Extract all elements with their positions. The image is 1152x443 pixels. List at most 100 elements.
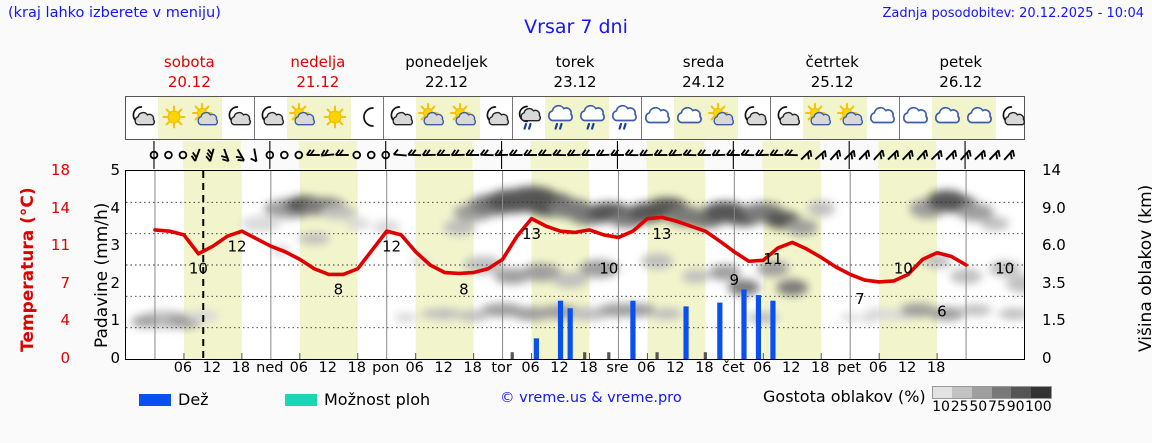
moon-cloud-icon (996, 97, 1028, 139)
meteogram-plot: 101281281310139117106105 (125, 170, 1025, 360)
cloud-rain-icon (609, 97, 641, 139)
cloud-density-tick: 50 (969, 399, 988, 415)
day-tick-label: sre (606, 360, 629, 376)
location-menu-note: (kraj lahko izberete v meniju) (8, 5, 221, 21)
cloud-density-tick: 90 (1006, 399, 1025, 415)
icon-day-1 (255, 97, 384, 139)
day-tick-label: čet (722, 360, 745, 376)
time-tick-label: 12 (666, 360, 685, 376)
day-date: 21.12 (296, 73, 340, 91)
day-column-6: petek 26.12 (896, 52, 1025, 94)
time-tick-label: 12 (897, 360, 917, 376)
axis-tick: 11 (50, 236, 70, 255)
cloud-icon (642, 97, 674, 139)
axis-tick: 2 (110, 273, 120, 292)
axis-tick: 14 (1042, 161, 1062, 179)
time-tick-label: 12 (318, 360, 337, 376)
time-tick-label: 06 (289, 360, 309, 376)
showers-swatch (285, 393, 317, 406)
temperature-point-label: 10 (599, 260, 618, 278)
sun-cloud-icon (416, 97, 448, 139)
axis-tick: 0 (1042, 349, 1052, 367)
day-column-4: sreda 24.12 (639, 52, 768, 94)
axis-tick: 4 (60, 311, 70, 330)
meteogram-svg: 101281281310139117106105 (126, 171, 1024, 359)
day-column-0: sobota 20.12 (125, 52, 254, 94)
moon-cloud-icon (384, 97, 416, 139)
time-tick-label: 06 (637, 360, 656, 376)
axis-tick: 4 (110, 198, 120, 217)
time-tick-label: 12 (434, 360, 453, 376)
cloud-icon (964, 97, 996, 139)
copyright-link[interactable]: © vreme.us & vreme.pro (500, 390, 682, 406)
cloud-rain-icon (545, 97, 577, 139)
cloud-height-axis-title: Višina oblakov (km) (1136, 184, 1152, 352)
wind-barbs-svg (149, 141, 1016, 169)
day-date: 25.12 (810, 73, 854, 91)
day-tick-label: pon (372, 360, 400, 376)
time-tick-label: 06 (868, 360, 888, 376)
weather-icon-strip (125, 96, 1028, 140)
day-column-3: torek 23.12 (511, 52, 640, 94)
temperature-point-label: 13 (522, 225, 541, 243)
sun-cloud-icon (706, 97, 738, 139)
moon-cloud-icon (480, 97, 512, 139)
legend-item-showers: Možnost ploh (285, 390, 430, 409)
day-tick-label: tor (491, 360, 512, 376)
cloud-density-tick: 25 (950, 399, 969, 415)
moon-cloud-icon (771, 97, 803, 139)
axis-tick: 5 (110, 161, 120, 179)
icon-day-6 (900, 97, 1028, 139)
axis-tick: 9.0 (1042, 198, 1066, 217)
time-tick-label: 06 (521, 360, 540, 376)
moon-cloud-icon (222, 97, 254, 139)
precipitation-axis-ticks: 5 4 3 2 1 0 (98, 161, 120, 367)
day-column-1: nedelja 21.12 (254, 52, 383, 94)
day-column-2: ponedeljek 22.12 (382, 52, 511, 94)
cloud-density-ramp-bar (931, 386, 1052, 399)
day-name: nedelja (290, 53, 346, 71)
time-tick-label: 18 (463, 360, 482, 376)
time-tick-label: 12 (202, 360, 222, 376)
temperature-point-label: 13 (652, 225, 671, 243)
day-date: 20.12 (167, 73, 211, 91)
cloud-icon (867, 97, 899, 139)
cloud-icon (674, 97, 706, 139)
time-tick-label: 06 (753, 360, 772, 376)
cloud-density-tick: 10 (932, 399, 950, 415)
sun-icon (158, 97, 190, 139)
cloud-density-swatch (972, 387, 992, 398)
moon-cloud-rain-icon (513, 97, 545, 139)
sun-cloud-icon (448, 97, 480, 139)
moon-cloud-icon (255, 97, 287, 139)
cloud-height-axis-ticks: 14 9.0 6.0 3.5 1.5 0 (1030, 161, 1072, 367)
temperature-point-label: 10 (189, 260, 208, 278)
last-update-text: Zadnja posodobitev: 20.12.2025 - 10:04 (882, 6, 1144, 21)
cloud-density-ramp-numbers: 10 25 50 75 90 100 (932, 399, 1052, 415)
day-name: četrtek (805, 53, 859, 71)
temperature-point-label: 12 (227, 238, 246, 256)
cloud-density-swatch (1031, 387, 1051, 398)
cloud-density-swatch (1011, 387, 1032, 398)
sun-cloud-icon (190, 97, 222, 139)
time-tick-label: 06 (405, 360, 424, 376)
cloud-density-ramp: 10 25 50 75 90 100 (931, 386, 1052, 415)
time-tick-label: 12 (782, 360, 801, 376)
day-date: 22.12 (424, 73, 468, 91)
time-tick-label: 18 (231, 360, 251, 376)
sun-cloud-icon (803, 97, 835, 139)
temperature-point-label: 6 (937, 302, 947, 320)
axis-tick: 0 (110, 349, 120, 367)
time-tick-label: 18 (926, 360, 946, 376)
legend-label-showers: Možnost ploh (324, 390, 431, 409)
temperature-point-label: 8 (459, 280, 469, 298)
cloud-icon (932, 97, 964, 139)
temperature-axis-ticks: 18 14 11 7 4 0 (36, 161, 70, 367)
cloud-rain-icon (577, 97, 609, 139)
icon-day-2 (384, 97, 513, 139)
legend-item-rain: Dež (139, 390, 209, 409)
moon-icon (351, 97, 383, 139)
rain-swatch (139, 393, 171, 406)
sun-cloud-icon (287, 97, 319, 139)
icon-day-4 (642, 97, 771, 139)
